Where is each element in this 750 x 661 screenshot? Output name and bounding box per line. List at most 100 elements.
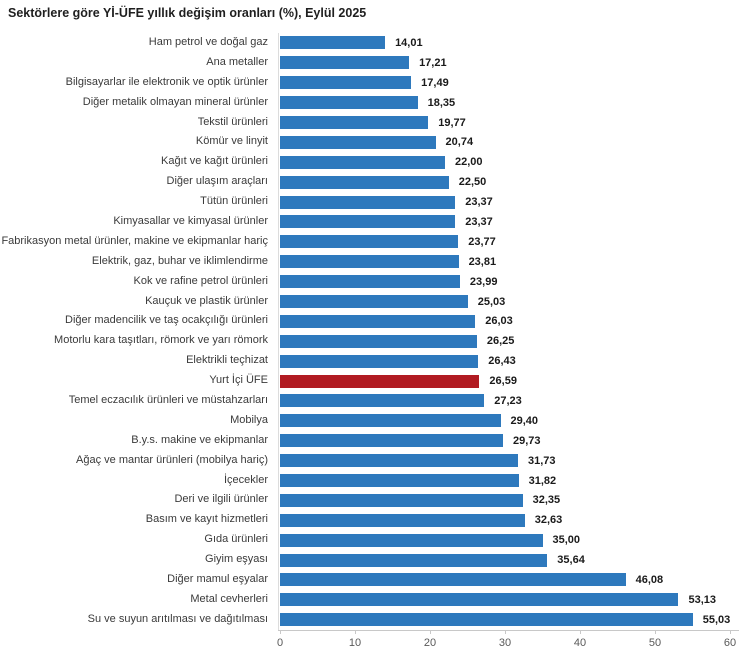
x-tick-label: 10 <box>348 637 362 649</box>
bar <box>280 116 429 129</box>
x-tick-mark <box>429 630 431 634</box>
category-label: Ana metaller <box>206 55 268 68</box>
category-label: Gıda ürünleri <box>204 533 268 546</box>
value-label: 14,01 <box>395 36 423 49</box>
bar <box>280 295 468 309</box>
value-label: 32,35 <box>532 494 561 507</box>
value-label: 26,43 <box>488 355 516 368</box>
bar-row: Tütün ürünleri 23,37 <box>0 192 750 212</box>
x-tick-label: 40 <box>573 637 587 649</box>
x-tick-label: 30 <box>498 637 512 649</box>
bar-row: Ana metaller 17,21 <box>0 53 750 73</box>
bar-row: Ağaç ve mantar ürünleri (mobilya hariç) … <box>0 451 750 471</box>
bar <box>280 235 459 249</box>
x-axis-line <box>278 630 739 631</box>
value-label: 17,49 <box>421 76 449 89</box>
bar-row: Fabrikasyon metal ürünler, makine ve eki… <box>0 232 750 252</box>
bar <box>280 474 519 488</box>
bar-row: Kauçuk ve plastik ürünler 25,03 <box>0 292 750 312</box>
bar-row: Kok ve rafine petrol ürünleri 23,99 <box>0 272 750 292</box>
bar-row: Kağıt ve kağıt ürünleri 22,00 <box>0 152 750 172</box>
value-label: 46,08 <box>635 573 664 586</box>
category-label: İçecekler <box>223 473 268 486</box>
x-tick-mark <box>279 630 281 634</box>
bar-row: Su ve suyun arıtılması ve dağıtılması 55… <box>0 610 750 630</box>
category-label: Tütün ürünleri <box>200 195 268 208</box>
value-label: 26,59 <box>489 375 517 388</box>
bar-track: 19,77 <box>280 116 750 129</box>
bar <box>280 135 436 149</box>
value-label: 31,73 <box>527 454 556 467</box>
bar-track: 29,73 <box>280 434 750 448</box>
y-axis-line <box>278 33 279 630</box>
value-label: 27,23 <box>494 394 522 407</box>
value-label: 53,13 <box>688 593 716 606</box>
value-label: 35,64 <box>557 554 585 567</box>
category-label: Basım ve kayıt hizmetleri <box>145 513 268 526</box>
category-label: Bilgisayarlar ile elektronik ve optik ür… <box>65 75 268 88</box>
bar-track: 55,03 <box>280 613 750 627</box>
value-label: 18,35 <box>427 96 456 109</box>
bar-track: 17,21 <box>280 56 750 70</box>
x-tick-mark <box>654 630 656 634</box>
bar-track: 22,50 <box>280 175 750 189</box>
bar-track: 31,82 <box>280 474 750 488</box>
bar-track: 32,63 <box>280 513 750 527</box>
bar-row: Elektrikli teçhizat 26,43 <box>0 351 750 371</box>
bar <box>280 96 418 110</box>
value-label: 25,03 <box>477 295 506 308</box>
category-label: B.y.s. makine ve ekipmanlar <box>131 433 268 446</box>
bar <box>280 374 480 388</box>
bar-track: 32,35 <box>280 493 750 507</box>
bar-track: 26,25 <box>280 334 750 348</box>
category-label: Elektrikli teçhizat <box>186 354 268 367</box>
category-label: Metal cevherleri <box>190 592 268 605</box>
bar <box>280 573 626 587</box>
bar <box>280 255 459 269</box>
bar-track: 25,03 <box>280 295 750 309</box>
value-label: 20,74 <box>445 136 474 149</box>
x-tick-label: 20 <box>423 637 437 649</box>
bar-track: 17,49 <box>280 76 750 90</box>
bar-track: 23,99 <box>280 275 750 289</box>
bar <box>280 155 445 169</box>
bar <box>280 493 523 507</box>
value-label: 23,37 <box>465 215 493 228</box>
value-label: 23,37 <box>465 196 493 209</box>
bar <box>280 394 485 408</box>
value-label: 29,73 <box>512 434 541 447</box>
category-label: Kömür ve linyit <box>195 135 268 148</box>
category-label: Tekstil ürünleri <box>197 115 268 128</box>
category-label: Su ve suyun arıtılması ve dağıtılması <box>87 612 268 625</box>
x-tick-label: 50 <box>648 637 662 649</box>
bar <box>280 454 518 468</box>
bar-row: Elektrik, gaz, buhar ve iklimlendirme 23… <box>0 252 750 272</box>
bar-track: 26,03 <box>280 314 750 328</box>
category-label: Motorlu kara taşıtları, römork ve yarı r… <box>54 334 268 347</box>
bar-row: Temel eczacılık ürünleri ve müstahzarlar… <box>0 391 750 411</box>
bar-row: Diğer mamul eşyalar 46,08 <box>0 570 750 590</box>
category-label: Temel eczacılık ürünleri ve müstahzarlar… <box>68 394 268 407</box>
bar-row: Diğer madencilik ve taş ocakçılığı ürünl… <box>0 311 750 331</box>
category-label: Ham petrol ve doğal gaz <box>148 35 268 48</box>
value-label: 22,00 <box>455 156 483 169</box>
bar-track: 53,13 <box>280 593 750 607</box>
bar-row: Giyim eşyası 35,64 <box>0 550 750 570</box>
bar <box>280 314 476 328</box>
bar-row: Tekstil ürünleri 19,77 <box>0 113 750 133</box>
bar <box>280 593 679 607</box>
bar-track: 27,23 <box>280 394 750 408</box>
bar <box>280 275 460 289</box>
category-label: Diğer madencilik ve taş ocakçılığı ürünl… <box>65 314 268 327</box>
bar-row: Motorlu kara taşıtları, römork ve yarı r… <box>0 331 750 351</box>
value-label: 26,03 <box>485 315 513 328</box>
bar <box>280 175 449 189</box>
bar <box>280 36 386 50</box>
bar-row: Kimyasallar ve kimyasal ürünler 23,37 <box>0 212 750 232</box>
bar-track: 23,77 <box>280 235 750 249</box>
chart-title: Sektörlere göre Yİ-ÜFE yıllık değişim or… <box>8 6 367 20</box>
category-label: Yurt İçi ÜFE <box>209 374 268 387</box>
bar-track: 26,43 <box>280 354 750 368</box>
bar <box>280 613 693 627</box>
